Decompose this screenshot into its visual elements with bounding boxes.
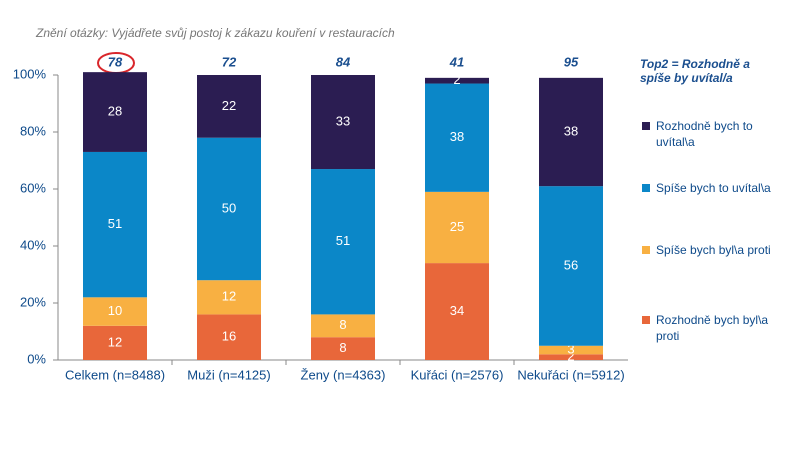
x-tick-label: Kuřáci (n=2576) (411, 367, 504, 382)
bar-segment (539, 345, 603, 355)
legend-label: Rozhodně bych byl\a proti (656, 313, 769, 343)
subtitle: Znění otázky: Vyjádřete svůj postoj k zá… (36, 26, 395, 40)
y-tick-label: 100% (13, 66, 47, 81)
data-label: 33 (336, 113, 350, 128)
x-tick-label: Ženy (n=4363) (301, 367, 386, 382)
bar-segment (83, 325, 147, 360)
top2-value: 72 (222, 54, 237, 69)
legend-swatch (642, 316, 650, 324)
data-label: 25 (450, 219, 464, 234)
bar-segment (311, 75, 375, 170)
data-label: 2 (453, 72, 460, 87)
bar-segment (425, 263, 489, 360)
x-tick-label: Nekuřáci (n=5912) (517, 367, 624, 382)
y-tick-label: 80% (20, 123, 46, 138)
data-label: 38 (564, 123, 578, 138)
data-label: 3 (567, 341, 574, 356)
legend-item: Rozhodně bych byl\a proti (642, 312, 781, 344)
top2-value: 78 (108, 54, 123, 69)
legend-item: Spíše bych to uvítal\a (642, 180, 781, 196)
data-label: 16 (222, 329, 236, 344)
y-tick-label: 60% (20, 180, 46, 195)
legend-label: Rozhodně bych to uvítal\a (656, 119, 753, 149)
y-tick-label: 0% (27, 351, 46, 366)
top2-value: 41 (449, 54, 464, 69)
data-label: 34 (450, 303, 464, 318)
bar-segment (197, 75, 261, 138)
legend-swatch (642, 184, 650, 192)
data-label: 28 (108, 103, 122, 118)
data-label: 8 (339, 340, 346, 355)
bar-segment (197, 137, 261, 281)
bar-segment (311, 337, 375, 360)
legend-swatch (642, 122, 650, 130)
top2-label: Top2 = Rozhodně a spíše by uvítal/a (640, 57, 750, 85)
bar-segment (425, 77, 489, 84)
y-tick-label: 20% (20, 294, 46, 309)
data-label: 12 (108, 334, 122, 349)
legend-item: Spíše bych byl\a proti (642, 242, 781, 258)
x-tick-label: Celkem (n=8488) (65, 367, 165, 382)
y-tick-label: 40% (20, 237, 46, 252)
legend-item: Rozhodně bych to uvítal\a (642, 118, 781, 150)
top2-value: 84 (336, 54, 351, 69)
data-label: 50 (222, 200, 236, 215)
bar-segment (311, 169, 375, 315)
bar-segment (539, 354, 603, 360)
bar-segment (311, 314, 375, 338)
bar-segment (197, 314, 261, 360)
bar-segment (425, 191, 489, 264)
bar-segment (197, 280, 261, 315)
bar-segment (539, 77, 603, 187)
legend-label: Spíše bych byl\a proti (656, 243, 771, 257)
bar-segment (539, 186, 603, 346)
data-label: 22 (222, 98, 236, 113)
data-label: 51 (336, 233, 350, 248)
data-label: 10 (108, 303, 122, 318)
data-label: 8 (339, 317, 346, 332)
x-tick-label: Muži (n=4125) (187, 367, 270, 382)
bar-segment (83, 151, 147, 298)
bar-segment (425, 83, 489, 192)
data-label: 51 (108, 216, 122, 231)
data-label: 12 (222, 289, 236, 304)
top2-value: 95 (564, 54, 579, 69)
bar-segment (83, 297, 147, 326)
data-label: 38 (450, 129, 464, 144)
data-label: 2 (567, 349, 574, 364)
data-label: 56 (564, 257, 578, 272)
legend-label: Spíše bych to uvítal\a (656, 181, 771, 195)
legend-swatch (642, 246, 650, 254)
bar-segment (83, 72, 147, 152)
